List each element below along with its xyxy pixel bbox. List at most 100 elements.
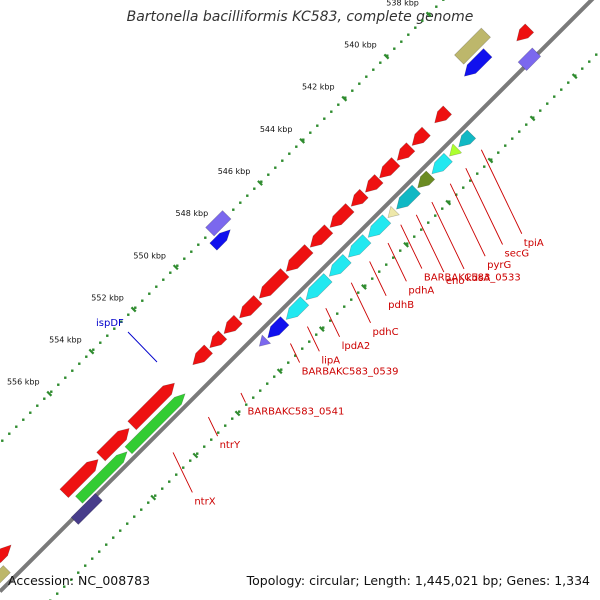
cds-arrow — [127, 382, 175, 431]
inner-tick — [445, 199, 452, 206]
leader-line — [465, 167, 503, 245]
gene-label-tpia[interactable]: tpiA — [524, 238, 544, 249]
leader-line — [449, 183, 486, 257]
gene-block — [431, 152, 453, 175]
cds-arrow — [96, 427, 130, 462]
kbp-label: 556 kbp — [7, 378, 40, 387]
cds-arrow — [285, 244, 314, 272]
inner-tick — [192, 452, 199, 459]
leader-line — [240, 392, 246, 403]
gene-block — [517, 47, 542, 72]
leader-line — [306, 326, 320, 352]
inner-tick — [403, 241, 410, 248]
feature-track — [0, 23, 542, 584]
gene-block — [328, 253, 352, 277]
gene-block — [463, 48, 493, 77]
gene-block — [258, 334, 272, 347]
gene-block — [0, 565, 11, 584]
leader-line — [387, 242, 407, 282]
kbp-tick — [88, 348, 95, 355]
gene-block — [454, 27, 491, 65]
kbp-tick — [130, 306, 137, 313]
gene-block — [458, 129, 477, 148]
gene-label-pyrg[interactable]: pyrG — [487, 260, 511, 271]
kbp-label: 554 kbp — [49, 336, 82, 345]
kbp-label: 550 kbp — [133, 251, 166, 260]
gene-label-pdhc[interactable]: pdhC — [373, 327, 399, 338]
cds-arrow — [59, 459, 99, 499]
leader-line — [431, 201, 465, 270]
gene-label-kdsa[interactable]: kdsA — [466, 273, 490, 284]
cds-arrow — [329, 203, 355, 228]
cds-arrow — [516, 23, 535, 42]
gene-label-secg[interactable]: secG — [505, 249, 530, 260]
gene-block — [205, 210, 232, 237]
gene-block — [267, 316, 290, 339]
gene-label-ntrx[interactable]: ntrX — [194, 496, 215, 507]
dots-inner — [49, 53, 598, 600]
gene-block — [305, 273, 333, 301]
cds-arrow — [434, 105, 453, 124]
kbp-label: 540 kbp — [344, 41, 377, 50]
gene-label-lipa[interactable]: lipA — [321, 355, 340, 366]
kbp-tick — [299, 137, 306, 144]
kbp-tick — [425, 11, 432, 18]
gene-block — [449, 143, 462, 157]
gene-label-barbakc583_0533[interactable]: BARBAKC583_0533 — [424, 273, 521, 284]
inner-tick — [276, 368, 283, 375]
inner-tick — [318, 326, 325, 332]
gene-label-barbakc583_0541[interactable]: BARBAKC583_0541 — [248, 407, 345, 418]
kbp-label: 548 kbp — [176, 209, 209, 218]
gene-block — [75, 451, 128, 504]
leader-line — [415, 214, 445, 273]
inner-tick — [571, 73, 578, 80]
cds-arrow — [309, 224, 334, 248]
gene-block — [367, 214, 392, 238]
inner-tick — [150, 494, 157, 501]
leader-line — [290, 343, 301, 363]
gene-label-ntry[interactable]: ntrY — [220, 440, 241, 451]
gene-block — [124, 393, 186, 455]
gene-block — [347, 234, 372, 258]
leader-line — [369, 261, 387, 297]
kbp-label: 546 kbp — [218, 167, 251, 176]
leader-line — [325, 307, 340, 337]
leader-line — [172, 452, 193, 493]
gene-block — [417, 170, 436, 189]
gene-label-ispdf[interactable]: ispDF — [96, 318, 124, 329]
gene-block — [285, 296, 310, 320]
leader-line — [480, 149, 523, 234]
inner-tick — [361, 284, 367, 290]
kbp-tick — [257, 180, 263, 186]
cds-arrow — [258, 268, 290, 299]
cds-arrow — [0, 544, 12, 564]
kbp-tick — [172, 264, 179, 271]
leader-line — [207, 416, 219, 437]
gene-label-eno[interactable]: eno — [446, 276, 465, 287]
genome-summary: Topology: circular; Length: 1,445,021 bp… — [246, 573, 590, 588]
leader-line — [127, 331, 158, 363]
gene-label-pdha[interactable]: pdhA — [408, 285, 434, 296]
kbp-tick — [341, 95, 348, 102]
gene-label-pdhb[interactable]: pdhB — [388, 300, 414, 311]
cds-arrow — [239, 294, 263, 319]
cds-arrow — [209, 330, 228, 349]
cds-arrow — [364, 174, 384, 193]
cds-arrow — [223, 314, 243, 335]
gene-block — [209, 229, 231, 251]
inner-tick — [487, 157, 494, 164]
kbp-label: 544 kbp — [260, 125, 293, 134]
cds-arrow — [396, 142, 416, 161]
cds-arrow — [350, 188, 369, 207]
gene-block — [396, 184, 421, 210]
cds-arrow — [411, 126, 431, 146]
kbp-label: 538 kbp — [386, 0, 419, 7]
gene-label-barbakc583_0539[interactable]: BARBAKC583_0539 — [302, 367, 399, 378]
gene-label-lpda2[interactable]: lpdA2 — [342, 341, 371, 352]
kbp-label: 552 kbp — [91, 293, 124, 302]
inner-tick — [234, 410, 241, 417]
gene-block — [387, 205, 400, 219]
